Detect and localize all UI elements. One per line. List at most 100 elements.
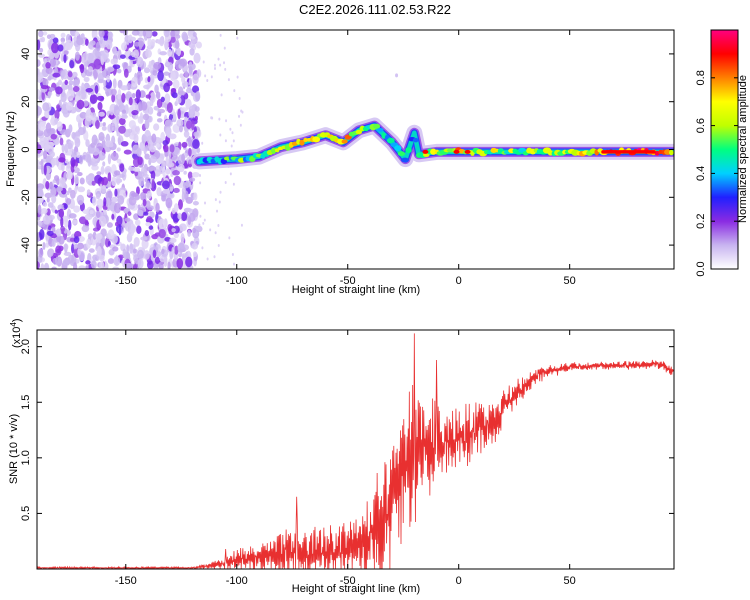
noise-blob bbox=[63, 203, 68, 209]
noise-blob bbox=[116, 132, 121, 137]
noise-blob bbox=[137, 209, 144, 217]
noise-blob bbox=[66, 171, 73, 180]
noise-blob bbox=[71, 243, 75, 254]
noise-blob bbox=[38, 47, 44, 53]
noise-blob bbox=[225, 119, 228, 123]
noise-blob bbox=[48, 248, 54, 257]
noise-blob bbox=[107, 31, 113, 38]
noise-blob bbox=[74, 51, 80, 61]
noise-blob bbox=[156, 98, 163, 109]
noise-blob bbox=[192, 73, 199, 85]
noise-blob bbox=[37, 106, 42, 116]
noise-blob bbox=[143, 135, 147, 142]
noise-blob bbox=[189, 177, 196, 182]
noise-blob bbox=[146, 216, 153, 223]
noise-blob bbox=[236, 36, 239, 40]
ridge-blob bbox=[376, 127, 384, 132]
noise-blob bbox=[159, 51, 168, 56]
spectrogram-x-tick-label: -150 bbox=[115, 275, 137, 287]
noise-blob bbox=[174, 40, 180, 49]
noise-blob bbox=[107, 172, 112, 183]
noise-blob bbox=[114, 188, 118, 197]
noise-blob bbox=[165, 197, 173, 209]
noise-blob bbox=[42, 241, 46, 250]
noise-blob bbox=[54, 209, 58, 214]
noise-blob bbox=[202, 60, 205, 64]
noise-blob bbox=[40, 85, 48, 90]
noise-blob bbox=[43, 139, 49, 151]
noise-blob bbox=[47, 202, 54, 208]
noise-blob bbox=[181, 153, 186, 162]
noise-blob bbox=[59, 177, 66, 188]
noise-blob bbox=[163, 82, 170, 93]
noise-blob bbox=[106, 222, 113, 228]
noise-blob bbox=[204, 74, 207, 78]
ridge-blob bbox=[373, 123, 381, 129]
noise-blob bbox=[55, 186, 63, 192]
noise-blob bbox=[154, 84, 159, 94]
snr-x-ticks: -150 -100 -50 0 50 bbox=[115, 330, 576, 587]
noise-blob bbox=[185, 120, 192, 130]
spectrogram-y-label: Frequency (Hz) bbox=[5, 111, 17, 187]
figure-title: C2E2.2026.111.02.53.R22 bbox=[299, 2, 451, 17]
noise-blob bbox=[190, 119, 195, 131]
noise-blob bbox=[107, 229, 115, 240]
noise-blob bbox=[152, 249, 157, 259]
ridge-blob bbox=[668, 149, 674, 156]
noise-blob bbox=[89, 94, 98, 104]
colorbar-tick-label: 0.6 bbox=[695, 118, 707, 133]
snr-y-ticks: 0.5 1.0 1.5 2.0 bbox=[20, 339, 674, 521]
ridge-blob bbox=[405, 147, 412, 154]
noise-blob bbox=[158, 218, 166, 230]
noise-blob bbox=[42, 31, 48, 36]
noise-blob bbox=[147, 37, 152, 49]
noise-blob bbox=[98, 254, 105, 262]
noise-blob bbox=[238, 97, 241, 101]
spectrogram-y-tick-label: -20 bbox=[20, 189, 32, 205]
noise-blob bbox=[38, 121, 46, 132]
noise-blob bbox=[68, 124, 73, 133]
noise-blob bbox=[77, 186, 86, 193]
noise-blob bbox=[189, 48, 195, 56]
ridge-blob bbox=[412, 137, 419, 143]
spectrogram-y-tick-label: -40 bbox=[20, 237, 32, 253]
noise-blob bbox=[69, 60, 75, 69]
noise-blob bbox=[37, 187, 44, 198]
noise-blob bbox=[79, 111, 87, 119]
noise-blob bbox=[156, 187, 162, 197]
noise-blob bbox=[116, 68, 122, 74]
noise-blob bbox=[201, 141, 204, 145]
noise-blob bbox=[114, 221, 119, 227]
noise-blob bbox=[60, 37, 66, 43]
noise-blob bbox=[214, 67, 217, 71]
noise-blob bbox=[151, 31, 158, 37]
noise-blob bbox=[67, 71, 73, 78]
noise-blob bbox=[184, 70, 189, 79]
noise-blob bbox=[90, 260, 97, 269]
noise-blob bbox=[232, 139, 235, 143]
noise-blob bbox=[173, 203, 179, 213]
noise-blob bbox=[137, 249, 144, 260]
noise-blob bbox=[119, 163, 125, 173]
noise-blob bbox=[60, 92, 67, 103]
noise-blob bbox=[76, 37, 84, 46]
noise-blob bbox=[196, 147, 201, 154]
noise-blob bbox=[193, 52, 201, 64]
noise-blob bbox=[192, 31, 197, 38]
noise-blob bbox=[120, 85, 129, 91]
noise-blob bbox=[203, 218, 206, 222]
spectrogram-x-tick-label: 0 bbox=[456, 275, 462, 287]
noise-blob bbox=[75, 95, 80, 101]
noise-blob bbox=[191, 171, 200, 178]
noise-blob bbox=[210, 75, 213, 79]
noise-blob bbox=[44, 192, 53, 199]
noise-blob bbox=[45, 242, 50, 248]
noise-blob bbox=[51, 239, 56, 247]
snr-x-tick-label: -50 bbox=[340, 575, 356, 587]
noise-blob bbox=[107, 141, 114, 148]
noise-blob bbox=[47, 225, 52, 231]
noise-blob bbox=[171, 228, 176, 233]
noise-blob bbox=[214, 198, 217, 202]
noise-blob bbox=[92, 196, 97, 206]
snr-y-tick-label: 1.0 bbox=[20, 450, 32, 465]
